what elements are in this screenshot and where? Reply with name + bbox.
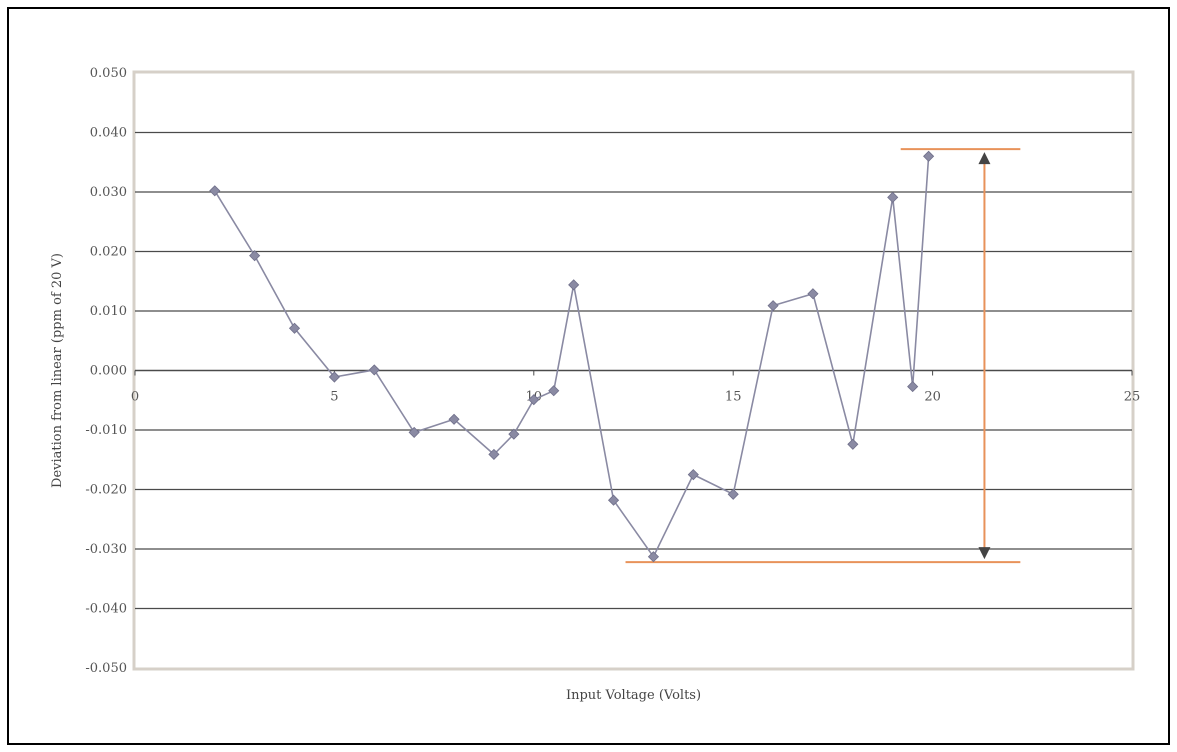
x-tick-label: 20 xyxy=(924,390,941,405)
y-tick-label: -0.010 xyxy=(85,423,127,438)
data-point xyxy=(687,469,699,481)
span-arrow-head-down xyxy=(978,547,991,560)
data-point xyxy=(647,551,660,563)
series-line xyxy=(214,156,930,559)
y-tick-label: 0.040 xyxy=(90,126,127,141)
y-axis-label: Deviation from linear (ppm of 20 V) xyxy=(50,253,65,488)
y-tick-label: 0.030 xyxy=(90,185,127,200)
x-tick-label: 5 xyxy=(330,390,338,405)
data-point xyxy=(807,288,819,300)
data-point xyxy=(408,426,420,438)
gridlines xyxy=(134,131,1133,610)
y-tick-label: -0.040 xyxy=(85,602,127,617)
data-points xyxy=(209,150,935,563)
data-point xyxy=(923,150,935,162)
y-tick-label: 0.010 xyxy=(90,304,127,319)
data-point xyxy=(328,371,340,383)
data-point xyxy=(727,488,739,500)
data-point xyxy=(209,185,221,197)
data-point xyxy=(907,380,919,393)
data-point xyxy=(528,394,540,406)
series-polyline xyxy=(214,156,930,559)
data-point xyxy=(508,428,520,440)
span-arrow-head-up xyxy=(978,152,991,165)
deviation-line-chart: 0.050 0.040 0.030 0.020 0.010 0.000 -0.010 -0.0… xyxy=(50,66,1140,703)
data-point xyxy=(847,438,859,450)
data-point xyxy=(568,279,580,291)
range-annotations xyxy=(625,148,1021,564)
y-tick-label: 0.050 xyxy=(90,66,127,81)
data-point xyxy=(887,191,899,203)
data-point xyxy=(488,448,500,460)
data-point xyxy=(548,385,560,397)
x-tick-label: 15 xyxy=(725,390,742,405)
y-tick-label: -0.050 xyxy=(85,661,127,676)
data-point xyxy=(288,322,301,334)
x-axis-label: Input Voltage (Volts) xyxy=(566,688,701,703)
x-tick-label: 25 xyxy=(1124,390,1141,405)
data-point xyxy=(249,250,261,262)
x-tick-label: 0 xyxy=(131,390,139,405)
y-tick-label: 0.000 xyxy=(90,364,127,379)
chart-frame: 0.050 0.040 0.030 0.020 0.010 0.000 -0.010 -0.0… xyxy=(7,7,1170,745)
y-tick-label: -0.030 xyxy=(85,542,127,557)
data-point xyxy=(368,364,380,376)
data-point xyxy=(767,300,779,312)
data-point xyxy=(448,413,460,425)
y-tick-label: 0.020 xyxy=(90,245,127,260)
tick-labels: 0.050 0.040 0.030 0.020 0.010 0.000 -0.010 -0.0… xyxy=(85,66,1140,676)
data-point xyxy=(607,494,620,506)
y-tick-label: -0.020 xyxy=(85,483,127,498)
